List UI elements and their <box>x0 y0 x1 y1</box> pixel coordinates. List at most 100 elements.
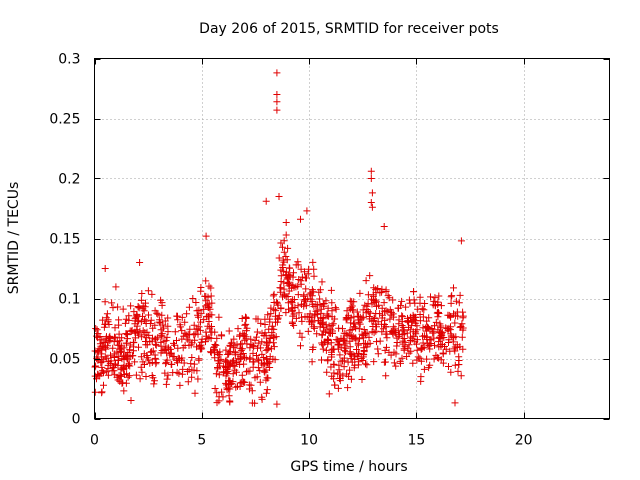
data-point <box>340 336 348 344</box>
data-point <box>204 322 212 330</box>
data-point <box>263 339 271 347</box>
data-point <box>151 321 159 329</box>
data-point <box>251 336 259 344</box>
data-point <box>346 366 354 374</box>
data-point <box>181 318 189 326</box>
data-point <box>267 345 275 353</box>
data-point <box>149 334 156 342</box>
data-point <box>384 292 392 300</box>
data-point <box>194 311 202 319</box>
data-point <box>356 335 363 343</box>
data-point <box>373 323 380 331</box>
data-point <box>170 353 178 361</box>
data-point <box>258 338 266 346</box>
data-point <box>372 310 380 317</box>
data-point <box>257 319 265 327</box>
data-point <box>176 321 184 329</box>
data-point <box>134 329 142 337</box>
data-point <box>196 345 204 353</box>
data-point <box>100 339 108 347</box>
data-point <box>406 299 414 307</box>
data-point <box>101 320 109 328</box>
data-point <box>94 371 102 379</box>
data-point <box>295 309 303 317</box>
data-point <box>161 369 169 377</box>
data-point <box>413 346 421 354</box>
data-point <box>120 355 128 363</box>
data-point <box>226 361 234 369</box>
data-point <box>344 358 352 366</box>
data-point <box>163 375 171 383</box>
data-point <box>435 292 443 300</box>
data-point <box>298 300 305 308</box>
data-point <box>323 368 331 376</box>
data-point <box>115 330 123 338</box>
data-point <box>120 387 128 395</box>
data-point <box>454 367 462 375</box>
data-point <box>328 321 336 329</box>
data-point <box>118 347 125 355</box>
data-point <box>437 302 445 310</box>
data-point <box>348 351 356 359</box>
data-point <box>222 356 230 364</box>
data-point <box>94 370 102 378</box>
data-point <box>327 339 335 347</box>
data-point <box>337 334 345 342</box>
data-point <box>259 361 267 369</box>
data-point <box>142 338 149 345</box>
data-point <box>282 231 290 239</box>
data-point <box>211 385 219 392</box>
data-point <box>288 320 296 327</box>
data-point <box>252 315 260 323</box>
data-point <box>444 311 452 319</box>
data-point <box>381 346 389 354</box>
data-point <box>246 354 254 362</box>
data-point <box>194 375 202 383</box>
data-point <box>133 322 141 330</box>
data-point <box>409 359 417 367</box>
data-point <box>336 375 343 382</box>
data-point <box>264 346 272 354</box>
data-point <box>183 335 191 343</box>
data-point <box>207 292 215 300</box>
data-point <box>158 330 166 338</box>
data-point <box>126 346 133 354</box>
data-point <box>123 355 131 363</box>
data-point <box>290 321 298 329</box>
data-point <box>195 356 203 364</box>
data-point <box>129 352 137 360</box>
data-point <box>437 343 445 350</box>
data-point <box>179 344 187 352</box>
data-point <box>350 298 358 306</box>
data-point <box>405 341 413 349</box>
data-point <box>318 339 326 347</box>
data-point <box>144 287 152 295</box>
x-tick-label: 10 <box>300 433 318 449</box>
data-point <box>288 307 296 315</box>
data-point <box>197 341 205 349</box>
data-point <box>92 362 100 370</box>
data-point <box>162 360 170 368</box>
data-point <box>330 369 338 377</box>
data-point <box>160 337 168 345</box>
data-point <box>258 393 266 401</box>
data-point <box>324 304 332 312</box>
data-point <box>356 320 364 328</box>
data-point <box>434 313 442 321</box>
y-tick-label: 0 <box>72 412 81 428</box>
data-point <box>229 370 237 378</box>
data-point <box>137 296 145 304</box>
data-point <box>277 284 285 292</box>
data-point <box>92 325 100 332</box>
data-points <box>91 69 467 408</box>
data-point <box>145 331 153 339</box>
x-axis-label: GPS time / hours <box>290 459 407 475</box>
data-point <box>455 299 463 307</box>
data-point <box>249 358 257 366</box>
data-point <box>324 336 331 343</box>
data-point <box>411 313 419 321</box>
data-point <box>453 308 461 316</box>
data-point <box>424 340 432 348</box>
data-point <box>419 339 427 347</box>
data-point <box>328 346 336 354</box>
